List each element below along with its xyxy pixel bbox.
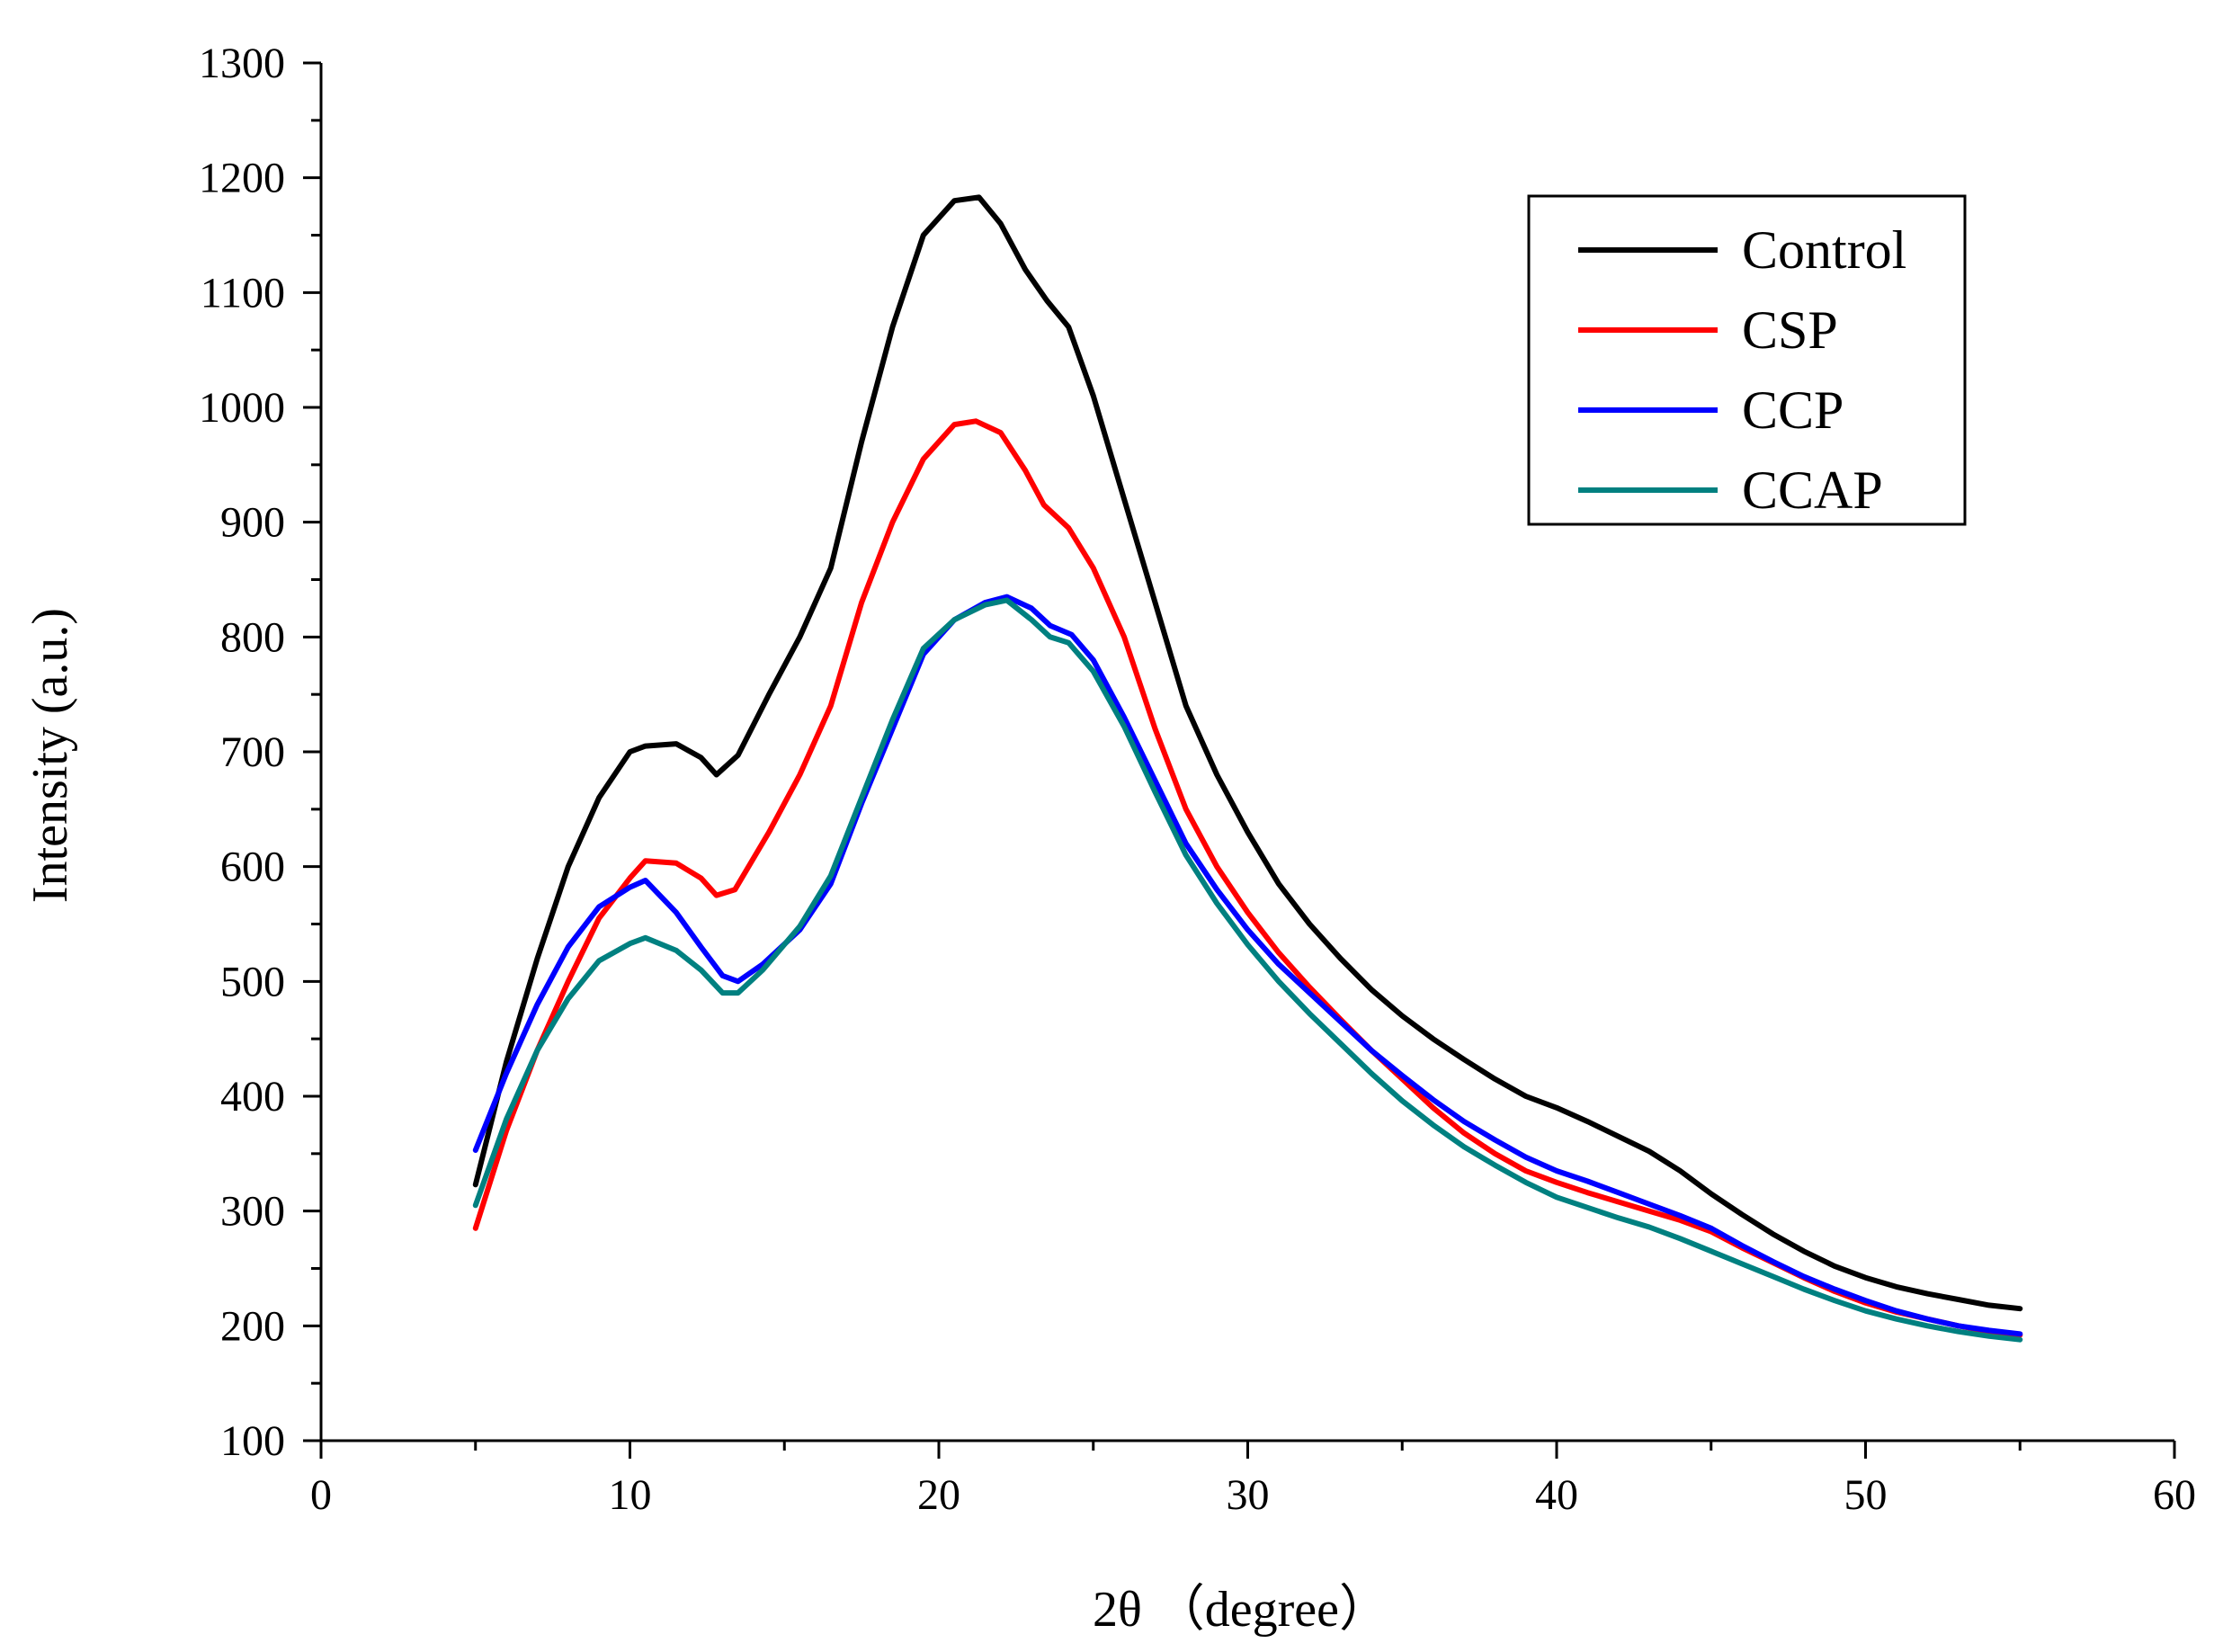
- x-tick-label: 0: [310, 1471, 332, 1519]
- legend-label-csp: CSP: [1742, 300, 1838, 360]
- x-tick-label: 20: [917, 1471, 960, 1519]
- y-tick-label: 700: [220, 728, 285, 776]
- series-layer: [472, 194, 2023, 1343]
- y-tick-label: 1000: [199, 384, 285, 432]
- y-tick-label: 300: [220, 1188, 285, 1236]
- x-tick-label: 30: [1227, 1471, 1270, 1519]
- x-tick-label: 10: [609, 1471, 652, 1519]
- series-line-ccap: [472, 597, 2023, 1343]
- y-tick-label: 200: [220, 1302, 285, 1350]
- y-tick-label: 600: [220, 844, 285, 891]
- series-line-control: [472, 194, 2023, 1312]
- legend-items: Control CSP CCP CCAP: [1578, 220, 1906, 520]
- y-tick-label: 1200: [199, 155, 285, 202]
- legend-label-ccap: CCAP: [1742, 460, 1883, 520]
- y-tick-label: 800: [220, 613, 285, 661]
- series-line-ccp: [472, 594, 2023, 1337]
- y-tick-label: 500: [220, 958, 285, 1005]
- x-tick-label: 60: [2153, 1471, 2196, 1519]
- y-tick-label: 900: [220, 499, 285, 547]
- y-tick-label: 1100: [201, 269, 285, 317]
- x-tick-label: 50: [1844, 1471, 1888, 1519]
- y-axis-title: Intensity (a.u.): [22, 608, 78, 903]
- y-tick-label: 100: [220, 1417, 285, 1465]
- axes: 0 10 20 30 40 50 60 100 200 300 400 500 600 700 800 900…: [199, 40, 2196, 1519]
- y-tick-label: 1300: [199, 40, 285, 87]
- series-line-csp: [472, 418, 2023, 1338]
- y-tick-label: 400: [220, 1073, 285, 1121]
- legend-label-ccp: CCP: [1742, 380, 1844, 440]
- legend: Control CSP CCP CCAP: [1527, 194, 1967, 526]
- legend-label-control: Control: [1742, 220, 1906, 280]
- x-axis-title: 2θ （degree）: [1093, 1582, 1389, 1638]
- x-tick-label: 40: [1535, 1471, 1578, 1519]
